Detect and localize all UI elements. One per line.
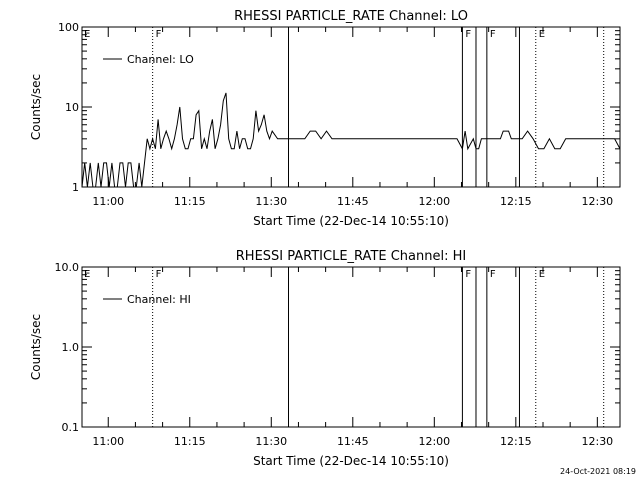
hi-legend-entry: Channel: HI <box>127 293 191 306</box>
date-stamp: 24-Oct-2021 08:19 <box>560 467 636 476</box>
hi-y-tick-label: 10.0 <box>55 261 80 274</box>
hi-panel <box>81 266 621 428</box>
lo-x-tick-label: 11:00 <box>92 195 124 208</box>
lo-event-marker-label: E <box>539 29 545 40</box>
hi-event-marker-label: E <box>84 269 90 280</box>
lo-x-tick-label: 12:00 <box>418 195 450 208</box>
hi-x-axis-label: Start Time (22-Dec-14 10:55:10) <box>253 454 449 468</box>
hi-event-marker-label: F <box>156 269 162 280</box>
lo-plot-frame <box>81 26 621 188</box>
lo-event-marker-label: F <box>465 29 471 40</box>
lo-y-tick-label: 100 <box>58 21 79 34</box>
lo-y-axis-label: Counts/sec <box>29 74 43 140</box>
lo-event-marker-label: F <box>156 29 162 40</box>
hi-x-tick-label: 11:30 <box>255 435 287 448</box>
lo-y-tick-label: 10 <box>65 101 79 114</box>
lo-y-tick-label: 1 <box>72 181 79 194</box>
hi-y-tick-label: 0.1 <box>62 421 80 434</box>
hi-event-marker-label: E <box>539 269 545 280</box>
hi-plot-frame <box>81 266 621 428</box>
lo-event-marker-label: E <box>84 29 90 40</box>
hi-x-tick-label: 11:45 <box>337 435 369 448</box>
hi-event-marker-label: F <box>465 269 471 280</box>
hi-y-axis-label: Counts/sec <box>29 314 43 380</box>
lo-x-tick-label: 11:15 <box>174 195 206 208</box>
lo-x-tick-label: 11:45 <box>337 195 369 208</box>
hi-x-tick-label: 12:30 <box>581 435 613 448</box>
hi-x-tick-label: 12:00 <box>418 435 450 448</box>
hi-event-marker-label: F <box>490 269 496 280</box>
hi-y-tick-label: 1.0 <box>62 341 80 354</box>
lo-chart-title: RHESSI PARTICLE_RATE Channel: LO <box>234 9 468 24</box>
lo-panel <box>81 26 621 188</box>
lo-x-tick-label: 11:30 <box>255 195 287 208</box>
lo-series-line <box>82 92 620 187</box>
hi-x-tick-label: 11:00 <box>92 435 124 448</box>
hi-x-tick-label: 12:15 <box>500 435 532 448</box>
hi-x-tick-label: 11:15 <box>174 435 206 448</box>
hi-chart-title: RHESSI PARTICLE_RATE Channel: HI <box>236 249 466 264</box>
lo-x-axis-label: Start Time (22-Dec-14 10:55:10) <box>253 214 449 228</box>
lo-event-marker-label: F <box>490 29 496 40</box>
lo-x-tick-label: 12:30 <box>581 195 613 208</box>
lo-x-tick-label: 12:15 <box>500 195 532 208</box>
lo-legend-entry: Channel: LO <box>127 53 194 66</box>
